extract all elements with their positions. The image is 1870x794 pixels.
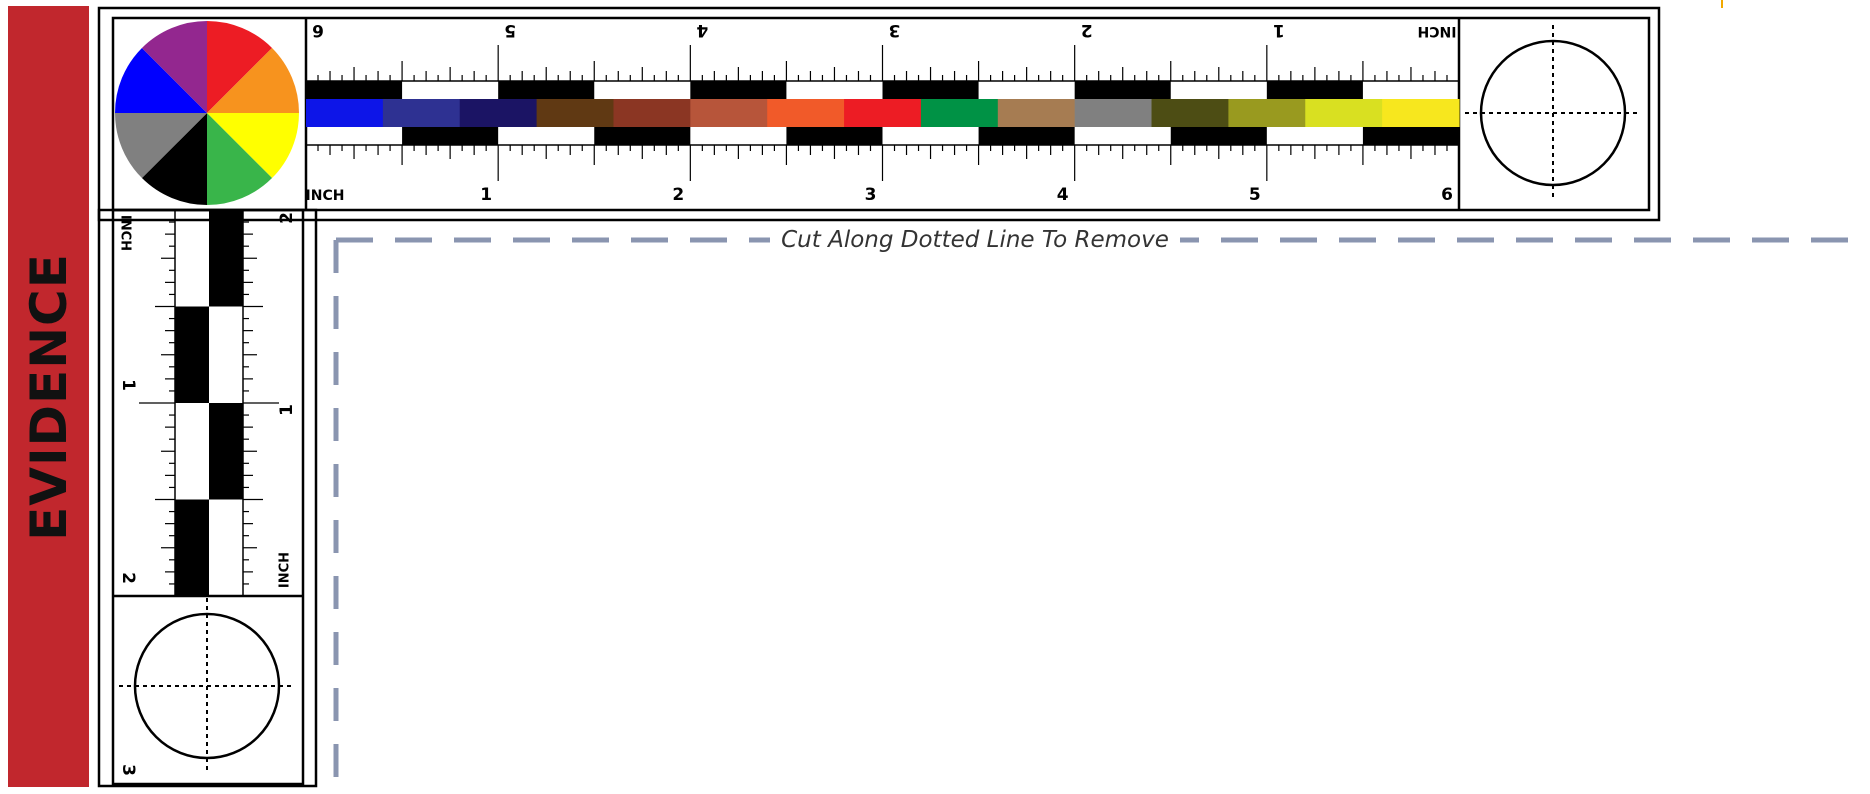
color-swatch <box>997 99 1076 127</box>
color-swatch <box>1305 99 1383 127</box>
ruler-number: 6 <box>1441 185 1453 205</box>
color-swatch <box>1074 99 1153 127</box>
ruler-number: 1 <box>118 379 138 391</box>
color-swatch <box>459 99 538 127</box>
ruler-number: 1 <box>480 185 492 205</box>
corner-crop-mark <box>1721 0 1723 8</box>
color-swatch <box>382 99 461 127</box>
outer-frame-top <box>97 6 1661 222</box>
horizontal-ruler: 6 5 4 3 2 1 1 2 3 4 5 6 INCH INCH <box>305 20 1460 205</box>
ruler-number: 3 <box>865 185 877 205</box>
checker-block <box>1170 127 1267 145</box>
checker-block <box>594 127 691 145</box>
ruler-number: 2 <box>1081 20 1093 40</box>
checker-block <box>209 210 243 307</box>
unit-label: INCH <box>1418 23 1457 39</box>
ruler-number: 6 <box>312 20 324 40</box>
checker-block <box>306 81 403 99</box>
color-swatch <box>613 99 691 127</box>
cut-line[interactable] <box>333 237 1870 794</box>
color-swatch <box>1228 99 1306 127</box>
checker-block <box>1362 127 1459 145</box>
inner-frame-left <box>111 208 305 786</box>
ruler-number: 4 <box>696 20 708 40</box>
color-swatch <box>844 99 922 127</box>
checker-block <box>175 499 209 596</box>
color-swatch <box>1382 99 1460 127</box>
ruler-number: 5 <box>1249 185 1261 205</box>
alignment-targets <box>119 25 1641 774</box>
ruler-number: 2 <box>118 572 138 584</box>
checker-block <box>1266 81 1363 99</box>
checker-block <box>209 403 243 500</box>
checker-block <box>175 306 209 403</box>
ruler-number: 5 <box>504 20 516 40</box>
ruler-number: 1 <box>1273 20 1285 40</box>
color-wheel-segment-purple <box>141 21 207 113</box>
checker-block <box>882 81 979 99</box>
evidence-banner: EVIDENCE <box>8 6 89 787</box>
color-wheel-segment-blue <box>115 47 207 114</box>
ruler-number: 1 <box>277 404 297 416</box>
outer-frame-left <box>97 208 318 788</box>
color-swatch <box>536 99 615 127</box>
vertical-ruler: INCH INCH 1 2 3 2 1 <box>118 209 297 776</box>
checker-block <box>978 127 1075 145</box>
color-wheel-segment-orange <box>207 47 299 114</box>
unit-label: INCH <box>278 552 293 588</box>
ruler-number: 2 <box>277 212 297 224</box>
color-wheel-segment-yellow <box>207 113 299 179</box>
ruler-number: 3 <box>889 20 901 40</box>
checker-block <box>402 127 499 145</box>
color-swatch <box>1151 99 1229 127</box>
checker-block <box>1074 81 1171 99</box>
ruler-number: 4 <box>1057 185 1069 205</box>
color-swatch <box>690 99 768 127</box>
checker-block <box>786 127 883 145</box>
inner-frame-top <box>111 16 1651 212</box>
color-wheel-segment-black <box>141 113 207 205</box>
checker-block <box>498 81 595 99</box>
color-wheel <box>115 21 299 205</box>
unit-label: INCH <box>118 215 133 251</box>
ruler-number: 2 <box>672 185 684 205</box>
color-swatch <box>306 99 384 127</box>
color-wheel-segment-red <box>207 21 273 113</box>
color-swatch-strip <box>306 99 1460 127</box>
checker-block <box>690 81 787 99</box>
unit-label: INCH <box>306 188 345 204</box>
color-swatch <box>920 99 999 127</box>
color-wheel-segment-green <box>207 113 273 205</box>
color-wheel-segment-gray <box>115 113 207 179</box>
cut-line-label: Cut Along Dotted Line To Remove <box>770 224 1180 256</box>
color-swatch <box>767 99 845 127</box>
ruler-number: 3 <box>118 764 138 776</box>
